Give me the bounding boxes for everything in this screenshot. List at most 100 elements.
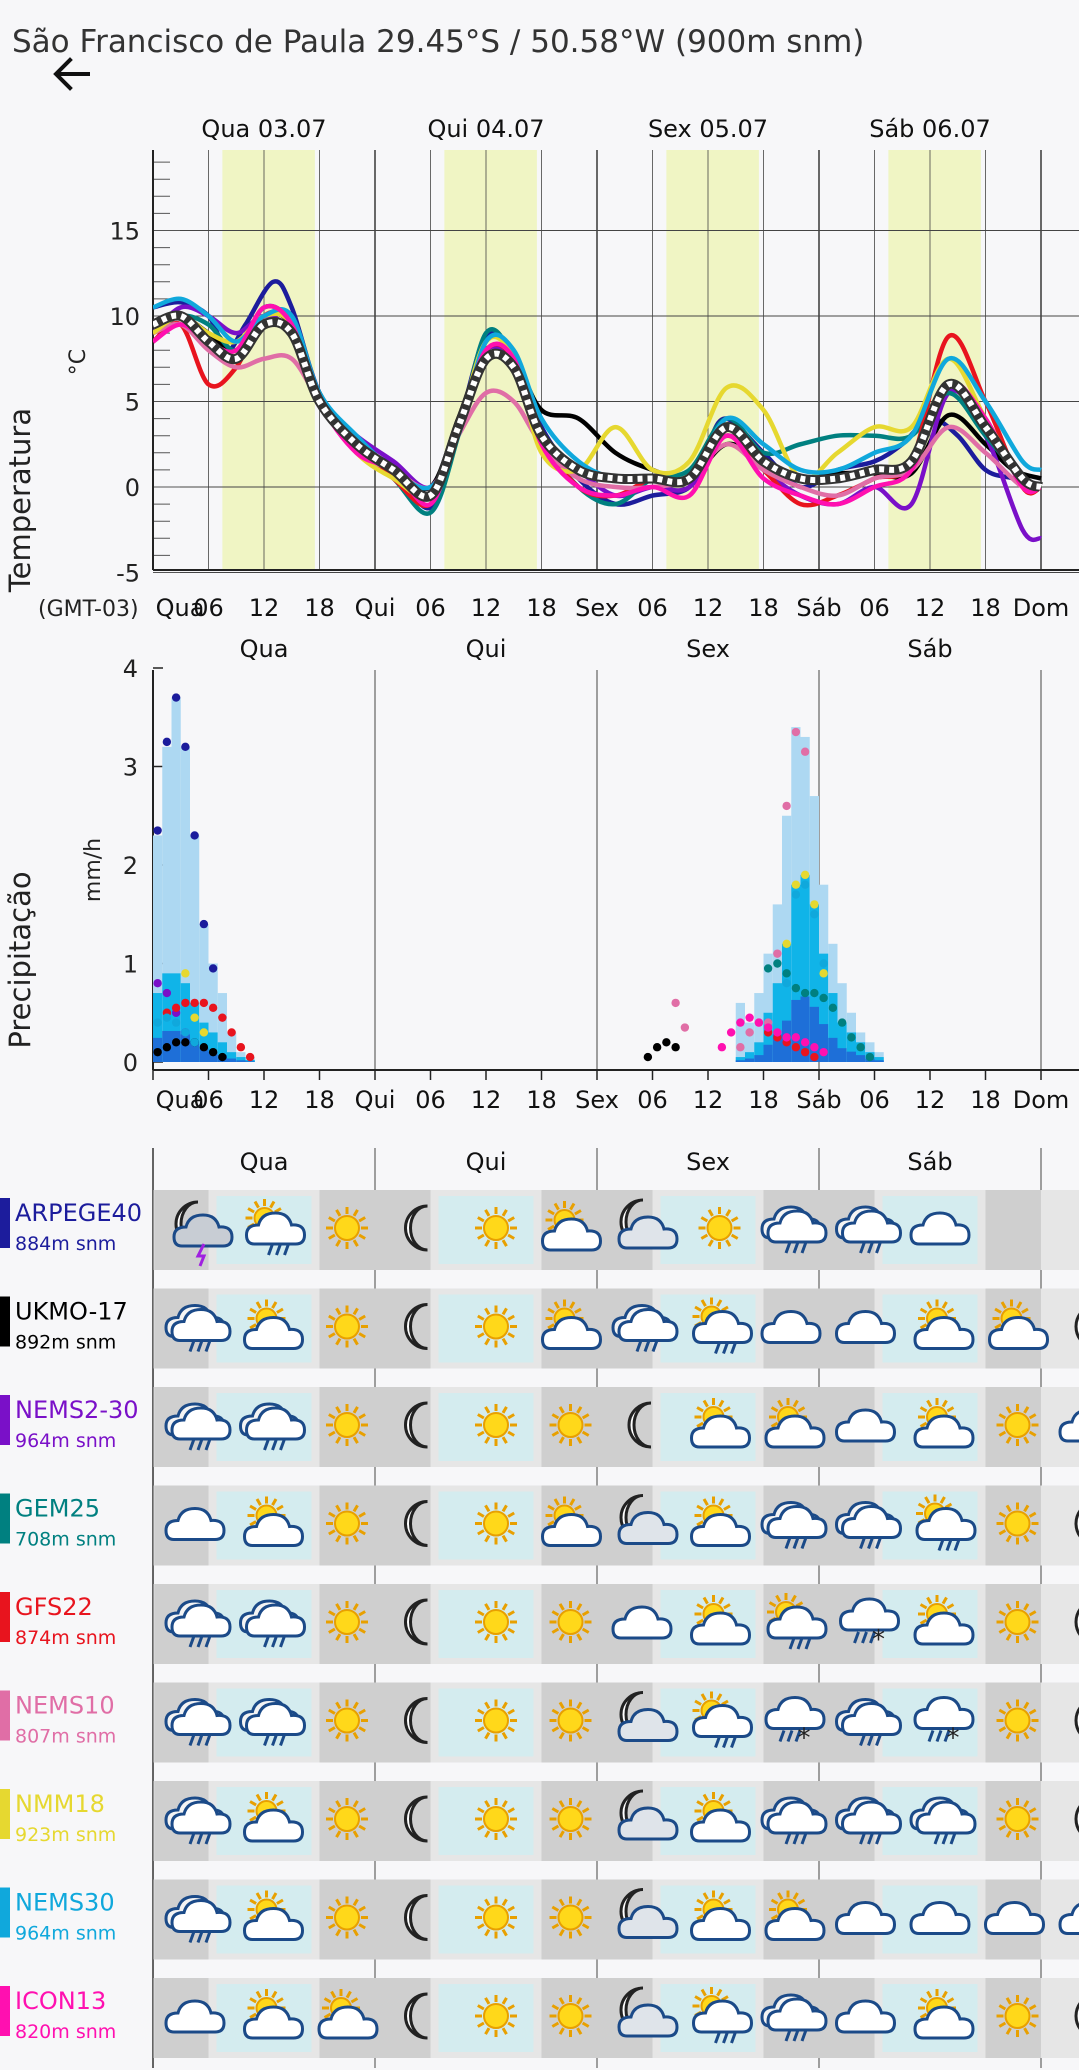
x-tick-label: 06 (637, 594, 668, 622)
precip-bar-inner (837, 1022, 847, 1062)
snow-rain-icon: * (838, 1597, 901, 1655)
precip-dot-nems30 (782, 979, 791, 988)
rain-icon (164, 1697, 232, 1747)
moon-icon (1074, 2002, 1079, 2030)
x-tick-label: Qui (355, 594, 396, 622)
rain-icon (164, 1599, 232, 1648)
precip-dot-nems10 (773, 949, 782, 958)
model-name: GEM25 (15, 1495, 100, 1523)
precip-dot-icon13 (763, 1023, 773, 1032)
precip-dot-gem25 (828, 1003, 838, 1013)
models-day-label: Qui (466, 1148, 507, 1176)
sun-icon (996, 1404, 1039, 1446)
precip-bar-core (819, 1024, 829, 1062)
precip-bar-core (763, 1044, 773, 1062)
precip-dot-gem25 (819, 993, 828, 1003)
cloud-icon (834, 1309, 897, 1344)
temp-date-label: Qua 03.07 (201, 115, 326, 143)
storm-night-icon (172, 1200, 234, 1267)
sun-icon (475, 1404, 517, 1446)
rain-icon (164, 1303, 232, 1353)
precip-dot-gem25 (782, 969, 791, 978)
moon-icon (1074, 1509, 1079, 1538)
model-elevation: 708m snm (15, 1529, 116, 1551)
precip-dot-gfs22 (236, 1043, 246, 1052)
model-row: NEMS2-30 964m snm (0, 1387, 1079, 1467)
sun-cloud-icon (317, 1989, 379, 2040)
sun-icon (475, 1502, 517, 1545)
sun-cloud-icon (242, 1496, 305, 1547)
precip-bar-core (772, 1034, 782, 1062)
sun-cloud-rain-icon (766, 1593, 828, 1650)
temp-ytick-label: -5 (116, 560, 140, 588)
precip-dot-gfs22 (199, 998, 209, 1008)
precip-dot-nems10 (791, 727, 801, 737)
precip-dot-ukmo-17 (162, 1043, 172, 1052)
sun-icon (475, 1699, 517, 1742)
page-title: São Francisco de Paula 29.45°S / 50.58°W… (12, 24, 865, 60)
precip-x-tick-label: 12 (249, 1086, 280, 1114)
model-name: NEMS2-30 (15, 1396, 139, 1424)
precip-dot-gem25 (865, 1052, 875, 1062)
rain-icon (760, 1993, 828, 2042)
sun-icon (326, 1207, 368, 1249)
precip-bar (153, 835, 163, 1062)
precip-dot-arpege40 (153, 826, 162, 835)
precip-bar-inner (846, 1032, 856, 1062)
model-color-marker (0, 1198, 10, 1248)
rain-icon (760, 1205, 828, 1254)
precip-dot-arpege40 (162, 737, 172, 747)
moon-icon (404, 1795, 428, 1843)
rain-icon (834, 1796, 903, 1845)
model-elevation: 874m snm (15, 1627, 116, 1649)
precip-bar-core (180, 1034, 190, 1062)
precip-bar (745, 1022, 755, 1062)
precip-dot-ukmo-17 (199, 1043, 209, 1052)
precip-ylabel: Precipitação (3, 871, 37, 1048)
precip-x-tick-label: Dom (1013, 1086, 1070, 1114)
precip-bar-core (800, 996, 810, 1062)
precip-dot-icon13 (810, 1043, 819, 1052)
precip-dot-ukmo-17 (671, 1043, 680, 1052)
model-elevation: 807m snm (15, 1726, 116, 1748)
precip-x-tick-label: 18 (748, 1086, 779, 1114)
precip-bar-inner (153, 993, 163, 1062)
sun-icon (475, 1601, 517, 1643)
precip-dot-gfs22 (227, 1028, 236, 1037)
rain-icon (834, 1500, 903, 1550)
precip-dot-nems2-30 (153, 979, 162, 988)
precip-dot-gfs22 (171, 1003, 181, 1013)
cloud-icon (834, 1999, 897, 2034)
precip-dot-nems10 (736, 1043, 745, 1052)
temp-line-nems10 (153, 321, 1042, 499)
rain-icon (760, 1500, 828, 1550)
precip-dot-icon13 (791, 1033, 801, 1042)
precip-bar-inner (199, 1022, 209, 1062)
arrow-left-icon[interactable] (48, 50, 96, 98)
sun-icon (549, 1896, 592, 1939)
daylight-band (888, 150, 981, 570)
models-day-label: Qua (240, 1148, 289, 1176)
precip-dot-nems10 (800, 747, 810, 756)
cloud-night-icon (617, 1888, 679, 1939)
precip-bar-inner (828, 993, 838, 1062)
moon-icon (404, 1401, 428, 1449)
precip-bar-inner (791, 884, 801, 1062)
temp-line-mean-dash (153, 312, 1043, 500)
sun-cloud-rain-icon (915, 1494, 977, 1552)
model-row: ARPEGE40 884m snm (0, 1190, 1079, 1270)
model-elevation: 964m snm (15, 1430, 116, 1452)
precip-dot-gem25 (810, 988, 819, 998)
x-tick-label: 12 (471, 594, 502, 622)
model-elevation: 923m snm (15, 1824, 116, 1846)
model-name: NEMS30 (15, 1889, 115, 1917)
sun-icon (475, 1896, 517, 1939)
model-name: ARPEGE40 (15, 1199, 142, 1227)
precip-bar-core (874, 1060, 884, 1062)
precip-bar (763, 953, 773, 1062)
model-row: UKMO-17 892m snm (0, 1288, 1079, 1369)
precip-dot-icon13 (782, 1033, 791, 1042)
timezone-label: (GMT-03) (38, 597, 139, 622)
precip-bar-core (227, 1058, 237, 1062)
